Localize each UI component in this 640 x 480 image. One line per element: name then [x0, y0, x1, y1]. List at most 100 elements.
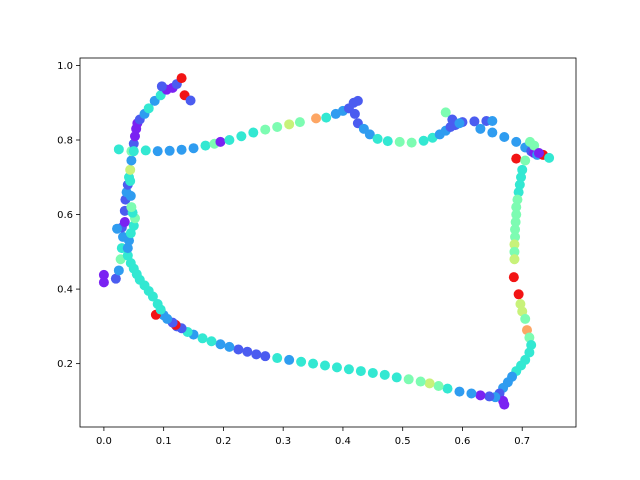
scatter-point [508, 272, 519, 283]
scatter-point [382, 136, 393, 147]
scatter-point [355, 366, 366, 377]
y-tick-label: 1.0 [57, 61, 73, 72]
scatter-point [517, 164, 528, 175]
y-tick-label: 0.4 [57, 285, 73, 296]
scatter-point [224, 341, 235, 352]
scatter-point [510, 224, 521, 235]
x-tick-label: 0.6 [455, 436, 471, 447]
y-axis-ticks: 0.2 0.4 0.6 0.8 1.0 [57, 61, 80, 370]
scatter-point [224, 135, 235, 145]
scatter-point [152, 146, 163, 157]
scatter-point [321, 112, 332, 123]
scatter-point [248, 127, 259, 138]
scatter-point [128, 146, 139, 157]
scatter-point [514, 179, 525, 190]
scatter-point [454, 386, 465, 397]
scatter-point [113, 144, 124, 155]
scatter-point [509, 246, 520, 257]
scatter-point [454, 118, 465, 129]
scatter-point [511, 209, 522, 220]
x-tick-label: 0.5 [395, 436, 411, 447]
scatter-point [188, 143, 199, 154]
scatter-point [260, 124, 271, 135]
scatter-point [372, 133, 383, 144]
scatter-point [403, 374, 414, 385]
x-axis-ticks: 0.0 0.1 0.2 0.3 0.4 0.5 0.6 0.7 [96, 427, 530, 447]
scatter-point [394, 136, 405, 147]
scatter-point [125, 176, 136, 186]
scatter-point [126, 155, 137, 166]
scatter-point [352, 95, 363, 106]
scatter-point [311, 113, 322, 124]
scatter-point [126, 202, 137, 213]
scatter-point [469, 116, 480, 127]
scatter-point [510, 231, 521, 242]
y-tick-label: 0.8 [57, 136, 73, 147]
y-tick-label: 0.6 [57, 210, 73, 221]
scatter-point [418, 135, 429, 146]
scatter-point [284, 354, 295, 365]
scatter-point [200, 140, 211, 151]
scatter-point [484, 391, 495, 402]
scatter-point [509, 239, 520, 250]
scatter-point [140, 145, 151, 156]
x-tick-label: 0.1 [156, 436, 172, 447]
scatter-point [260, 351, 271, 362]
scatter-point [125, 164, 136, 175]
scatter-point [284, 119, 295, 130]
scatter-point [233, 344, 244, 355]
scatter-point [128, 220, 139, 231]
scatter-point [215, 339, 226, 350]
scatter-point [331, 362, 342, 373]
scatter-point [487, 115, 498, 126]
scatter-point [440, 107, 451, 118]
x-tick-label: 0.2 [215, 436, 231, 447]
scatter-point [206, 336, 217, 347]
scatter-point [197, 333, 208, 344]
plot-area-frame [79, 57, 577, 428]
scatter-point [367, 367, 378, 378]
scatter-point [152, 299, 163, 309]
scatter-point [294, 117, 305, 128]
scatter-point [129, 131, 140, 142]
scatter-point [487, 127, 498, 138]
scatter-point [499, 399, 510, 410]
scatter-point [515, 299, 526, 309]
scatter-point [516, 172, 527, 183]
scatter-point [511, 136, 522, 147]
scatter-point [391, 372, 402, 383]
scatter-point [296, 356, 307, 367]
scatter-point [433, 381, 444, 391]
scatter-point [143, 103, 154, 114]
scatter-point [98, 269, 109, 280]
scatter-point [520, 155, 531, 166]
scatter-point [272, 353, 283, 364]
x-tick-label: 0.7 [514, 436, 530, 447]
scatter-point [379, 369, 390, 380]
scatter-point [526, 340, 537, 350]
scatter-point [511, 153, 522, 164]
scatter-point [320, 360, 331, 371]
scatter-point [415, 376, 426, 387]
scatter-point [215, 136, 226, 147]
scatter-point [236, 131, 247, 142]
scatter-point [475, 123, 486, 134]
scatter-point [510, 217, 521, 227]
x-tick-label: 0.0 [96, 436, 112, 447]
scatter-point [242, 346, 253, 357]
scatter-point [98, 277, 109, 288]
scatter-point [466, 388, 477, 399]
scatter-point [122, 243, 133, 254]
x-tick-label: 0.4 [335, 436, 351, 447]
scatter-point [524, 347, 535, 358]
scatter-point [272, 121, 283, 132]
scatter-point [511, 202, 522, 213]
scatter-point [424, 378, 435, 389]
scatter-point [128, 138, 139, 149]
scatter-point [122, 250, 133, 261]
scatter-point [533, 148, 544, 159]
scatter-point [513, 187, 524, 198]
scatter-point [475, 390, 486, 401]
scatter-point [176, 73, 187, 84]
